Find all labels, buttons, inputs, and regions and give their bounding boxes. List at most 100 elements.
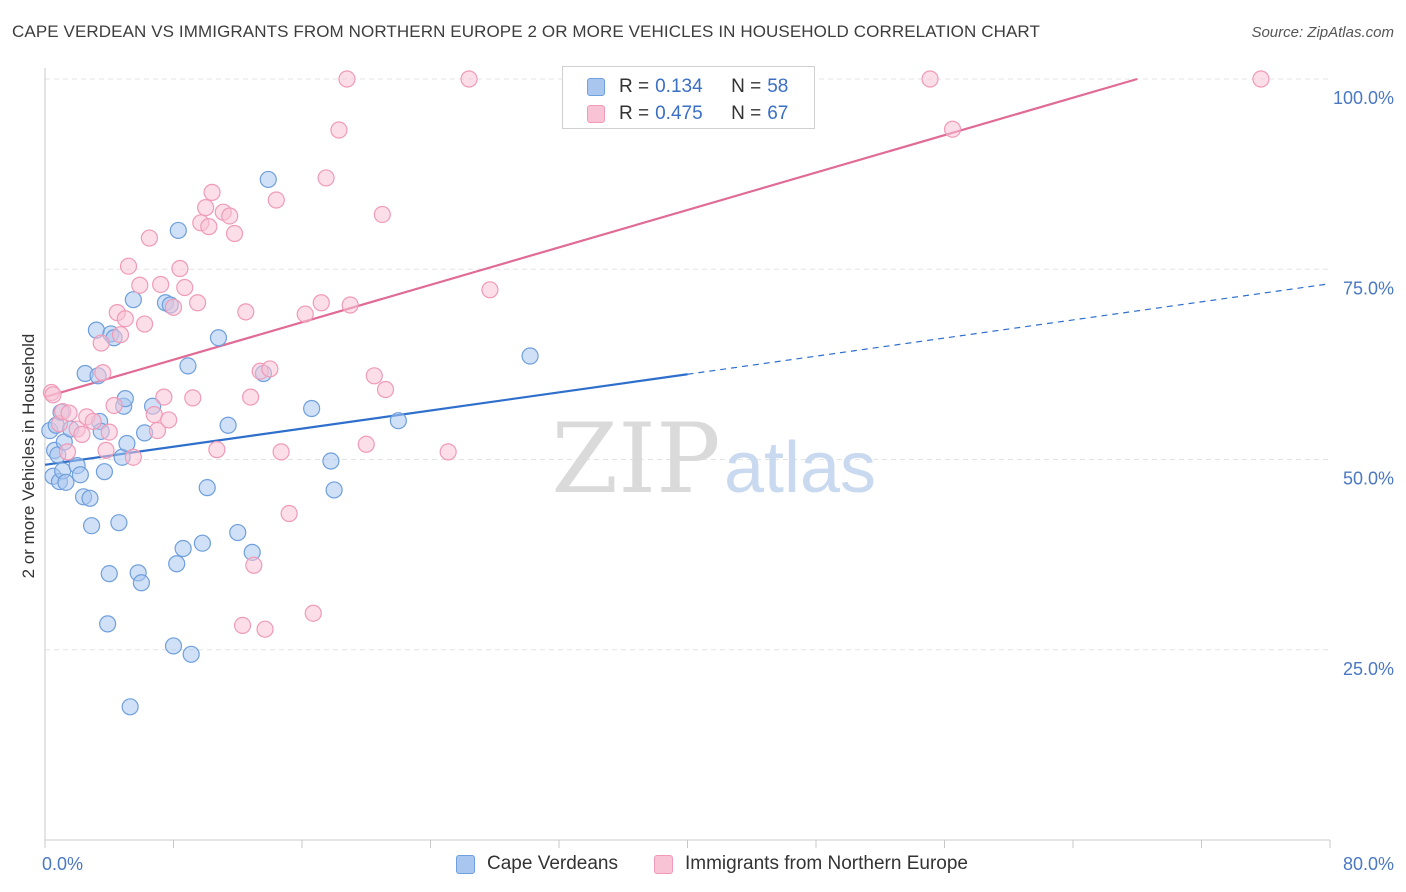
gridlines (45, 78, 1330, 651)
point-northern-europe (84, 412, 102, 431)
legend-r-value: 0.134 (655, 76, 703, 97)
point-northern-europe (373, 205, 391, 224)
point-northern-europe (357, 435, 375, 453)
bottom-legend-cape-verdeans: Cape Verdeans (456, 852, 618, 876)
point-northern-europe (365, 367, 383, 385)
point-cape-verdean (198, 479, 216, 497)
point-cape-verdean (209, 329, 228, 347)
point-northern-europe (1252, 70, 1270, 88)
point-northern-europe (296, 305, 314, 323)
point-cape-verdean (322, 452, 340, 470)
y-tick-label: 100.0% (1333, 88, 1394, 108)
legend-swatch-blue (587, 78, 605, 96)
legend-n-value: 67 (767, 103, 789, 124)
chart-title: CAPE VERDEAN VS IMMIGRANTS FROM NORTHERN… (12, 22, 1040, 41)
point-cape-verdean (179, 357, 197, 375)
point-northern-europe (242, 388, 260, 406)
point-cape-verdean (164, 637, 183, 655)
y-tick-label: 75.0% (1343, 278, 1394, 298)
point-cape-verdean (325, 481, 343, 499)
legend-r-value: 0.475 (655, 103, 703, 124)
point-cape-verdean (110, 514, 128, 532)
point-northern-europe (188, 294, 207, 312)
point-northern-europe (200, 218, 218, 236)
legend-n-label: N = (731, 103, 762, 124)
point-northern-europe (44, 386, 62, 404)
point-northern-europe (116, 310, 134, 328)
point-northern-europe (176, 278, 194, 297)
point-northern-europe (111, 326, 130, 344)
point-northern-europe (140, 229, 159, 247)
point-northern-europe (338, 70, 356, 88)
data-points (41, 70, 1270, 716)
point-northern-europe (943, 120, 962, 138)
point-cape-verdean (132, 574, 150, 592)
x-tick-label-max: 80.0% (1343, 854, 1394, 874)
legend-n-label: N = (731, 76, 762, 97)
x-tick-label-min: 0.0% (42, 854, 83, 874)
point-northern-europe (272, 443, 290, 461)
legend-r-label: R = (619, 76, 650, 97)
point-northern-europe (148, 421, 167, 440)
point-northern-europe (60, 404, 78, 422)
point-northern-europe (131, 276, 149, 294)
point-northern-europe (203, 183, 221, 201)
watermark-atlas: atlas (724, 428, 876, 508)
point-cape-verdean (389, 412, 407, 430)
point-northern-europe (94, 364, 112, 382)
point-cape-verdean (121, 698, 139, 716)
point-northern-europe (197, 199, 215, 217)
point-cape-verdean (99, 615, 117, 633)
bottom-legend-northern-europe: Immigrants from Northern Europe (654, 852, 968, 876)
point-northern-europe (267, 191, 285, 209)
point-northern-europe (237, 303, 255, 321)
point-northern-europe (280, 504, 298, 523)
legend-row-cape-verdeans: R = 0.134 N = 58 (587, 75, 788, 99)
point-northern-europe (155, 388, 173, 406)
point-northern-europe (105, 396, 123, 415)
point-northern-europe (100, 423, 118, 441)
point-northern-europe (460, 70, 478, 88)
point-northern-europe (164, 298, 183, 316)
trend-line-blue-extension (687, 283, 1331, 375)
point-northern-europe (261, 360, 279, 378)
point-cape-verdean (182, 645, 200, 663)
bottom-legend-swatch-pink (654, 854, 673, 874)
y-axis-label: 2 or more Vehicles in Household (19, 334, 38, 579)
point-northern-europe (171, 259, 189, 278)
point-northern-europe (97, 441, 115, 459)
point-cape-verdean (174, 539, 192, 558)
point-cape-verdean (521, 347, 539, 365)
point-northern-europe (221, 207, 239, 225)
point-northern-europe (439, 443, 457, 461)
point-northern-europe (304, 604, 322, 622)
point-cape-verdean (95, 463, 114, 481)
point-cape-verdean (57, 473, 75, 491)
y-tick-label: 50.0% (1343, 469, 1394, 489)
point-northern-europe (330, 121, 348, 139)
bottom-legend-swatch-blue (456, 854, 475, 874)
legend-n-value: 58 (767, 76, 789, 97)
point-cape-verdean (100, 565, 118, 583)
y-tick-label: 25.0% (1343, 659, 1394, 679)
point-northern-europe (921, 70, 939, 88)
point-northern-europe (481, 281, 499, 299)
source-label: Source: ZipAtlas.com (1251, 24, 1394, 41)
point-northern-europe (184, 389, 202, 407)
watermark-zip: ZIP (551, 403, 720, 515)
point-cape-verdean (219, 416, 237, 434)
point-northern-europe (233, 616, 252, 634)
bottom-legend-label: Cape Verdeans (487, 853, 618, 874)
legend-swatch-pink (587, 105, 605, 123)
axes (44, 68, 1331, 848)
point-northern-europe (73, 425, 91, 443)
point-northern-europe (124, 448, 142, 466)
point-northern-europe (152, 275, 170, 294)
legend-r-label: R = (619, 103, 650, 124)
point-northern-europe (119, 257, 138, 275)
point-northern-europe (92, 334, 110, 352)
point-cape-verdean (169, 221, 187, 240)
point-cape-verdean (229, 523, 247, 542)
point-cape-verdean (303, 399, 321, 418)
